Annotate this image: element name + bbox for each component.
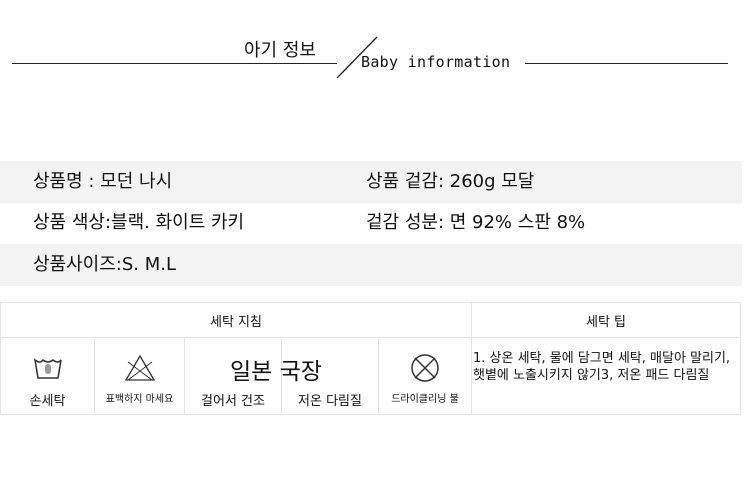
no-bleach-icon <box>124 354 155 381</box>
info-row: 상품명 : 모던 나시 상품 겉감: 260g 모달 <box>0 161 742 203</box>
overlay-text: 일본 국장 <box>230 359 322 385</box>
care-tip-text: 1. 상온 세탁, 물에 담그면 세탁, 매달아 말리기, 햇볕에 노출시키지 … <box>473 351 731 383</box>
product-material: 겉감 성분: 면 92% 스판 8% <box>366 212 586 233</box>
info-row: 상품 색상:블랙. 화이트 카키 겉감 성분: 면 92% 스판 8% <box>0 202 742 244</box>
care-label: 걸어서 건조 <box>201 394 265 409</box>
care-item: 걸어서 건조 <box>184 337 282 415</box>
divider <box>12 63 337 64</box>
care-table: 세탁 지침 세탁 팁 손세탁 표백하지 마세요 걸어서 건조 저온 다림질 드라… <box>0 302 741 415</box>
care-label: 저온 다림질 <box>298 394 362 409</box>
divider <box>525 63 728 64</box>
care-label: 드라이클리닝 불 <box>391 394 459 405</box>
product-weight: 상품 겉감: 260g 모달 <box>366 171 535 192</box>
product-color: 상품 색상:블랙. 화이트 카키 <box>33 212 245 233</box>
care-label: 표백하지 마세요 <box>105 394 174 405</box>
care-tip-header: 세탁 팁 <box>471 302 741 338</box>
care-tip: 1. 상온 세탁, 물에 담그면 세탁, 매달아 말리기, 햇볕에 노출시키지 … <box>471 337 741 415</box>
care-label: 손세탁 <box>29 394 66 409</box>
care-guide-header: 세탁 지침 <box>0 302 472 338</box>
no-dry-clean-icon <box>411 354 439 382</box>
care-item: 표백하지 마세요 <box>94 337 185 415</box>
info-row: 상품사이즈:S. M.L <box>0 244 742 286</box>
slash-divider <box>336 36 378 79</box>
product-size: 상품사이즈:S. M.L <box>33 254 177 275</box>
care-item: 드라이클리닝 불 <box>378 337 472 415</box>
care-item: 손세탁 <box>0 337 95 415</box>
product-name: 상품명 : 모던 나시 <box>33 171 173 192</box>
title-korean: 아기 정보 <box>244 40 316 61</box>
title-english: Baby information <box>361 53 511 71</box>
hand-wash-icon <box>33 358 62 379</box>
